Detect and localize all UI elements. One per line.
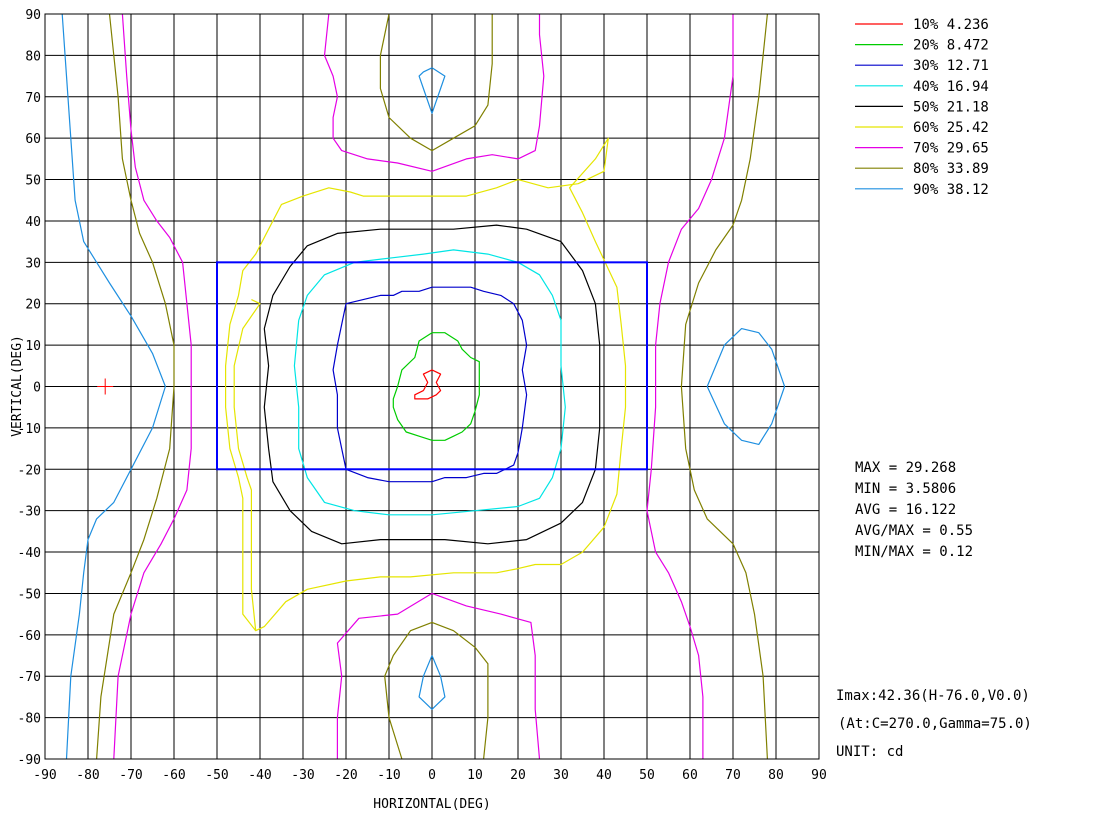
info-panel: Imax:42.36(H-76.0,V0.0) (At:C=270.0,Gamm… [836, 688, 1032, 760]
y-tick-label: -70 [18, 670, 41, 685]
y-tick-label: 0 [33, 381, 41, 396]
y-tick-label: 70 [25, 91, 41, 106]
y-tick-label: 20 [25, 298, 41, 313]
legend-label: 60% 25.42 [913, 120, 989, 136]
x-tick-label: -20 [334, 768, 357, 783]
unit-info: UNIT: cd [836, 744, 903, 760]
legend-label: 30% 12.71 [913, 58, 989, 74]
y-tick-label: -10 [18, 422, 41, 437]
y-tick-label: -20 [18, 463, 41, 478]
contour-line [379, 13, 493, 152]
chart-grid [44, 13, 820, 760]
x-tick-label: -60 [162, 768, 185, 783]
x-tick-label: 60 [682, 768, 698, 783]
imax-info: Imax:42.36(H-76.0,V0.0) [836, 688, 1030, 704]
y-tick-label: 40 [25, 215, 41, 230]
y-axis-title: VERTICAL(DEG) [10, 335, 25, 437]
x-tick-label: -10 [377, 768, 400, 783]
stat-min-max: MIN/MAX = 0.12 [855, 544, 973, 560]
x-tick-labels: -90 -80 -70 -60 -50 -40 -30 -20 -10 0 10 20 30 40 50 60… [33, 768, 827, 783]
legend: 10% 4.236 20% 8.472 30% 12.71 40% 16.94 50% … [855, 17, 989, 198]
stat-avg: AVG = 16.122 [855, 502, 956, 518]
x-tick-label: -50 [205, 768, 228, 783]
x-tick-label: 30 [553, 768, 569, 783]
legend-label: 50% 21.18 [913, 99, 989, 115]
contour-line [113, 13, 192, 760]
x-tick-label: 40 [596, 768, 612, 783]
y-tick-label: -60 [18, 629, 41, 644]
target-area-rectangle [216, 261, 648, 471]
y-tick-labels: -90 -80 -70 -60 -50 -40 -30 -20 -10 0 10 20 30 40 50 60… [18, 8, 41, 768]
contour-line [61, 13, 166, 760]
measurement-angle-info: (At:C=270.0,Gamma=75.0) [838, 716, 1032, 732]
contour-line [96, 13, 175, 760]
contour-line [646, 14, 734, 511]
contour-line [414, 369, 442, 400]
y-tick-label: 90 [25, 8, 41, 23]
legend-label: 10% 4.236 [913, 17, 989, 33]
y-tick-label: 50 [25, 174, 41, 189]
y-tick-label: 80 [25, 49, 41, 64]
contour-lines [61, 13, 786, 760]
plot-frame [44, 13, 820, 760]
contour-line [263, 224, 601, 545]
x-tick-label: -70 [119, 768, 142, 783]
contour-line [323, 13, 545, 172]
contour-line [225, 137, 627, 632]
stat-avg-max: AVG/MAX = 0.55 [855, 523, 973, 539]
x-tick-label: -40 [248, 768, 271, 783]
contour-line [680, 386, 768, 760]
x-tick-label: 70 [725, 768, 741, 783]
legend-label: 70% 29.65 [913, 141, 989, 157]
x-tick-label: -30 [291, 768, 314, 783]
stat-max: MAX = 29.268 [855, 460, 956, 476]
x-tick-label: 50 [639, 768, 655, 783]
y-tick-label: 10 [25, 339, 41, 354]
y-tick-label: -50 [18, 587, 41, 602]
x-tick-label: 90 [811, 768, 827, 783]
x-tick-label: 0 [428, 768, 436, 783]
x-tick-label: -90 [33, 768, 56, 783]
legend-label: 20% 8.472 [913, 38, 989, 54]
y-tick-label: -40 [18, 546, 41, 561]
contour-line [332, 286, 528, 483]
contour-line [418, 67, 446, 114]
contour-line [384, 621, 489, 760]
contour-line [336, 592, 541, 760]
x-tick-label: 20 [510, 768, 526, 783]
contour-line [706, 328, 786, 445]
statistics-panel: MAX = 29.268 MIN = 3.5806 AVG = 16.122 A… [855, 460, 973, 560]
legend-label: 90% 38.12 [913, 182, 989, 198]
x-tick-label: 80 [768, 768, 784, 783]
contour-line [680, 13, 768, 387]
y-tick-label: 60 [25, 132, 41, 147]
x-tick-label: 10 [467, 768, 483, 783]
y-tick-label: 30 [25, 256, 41, 271]
x-tick-label: -80 [76, 768, 99, 783]
y-tick-label: -90 [18, 753, 41, 768]
chart-overlays [97, 261, 648, 471]
y-tick-label: -30 [18, 505, 41, 520]
contour-line [418, 655, 446, 710]
stat-min: MIN = 3.5806 [855, 481, 956, 497]
y-tick-label: -80 [18, 712, 41, 727]
contour-line [392, 332, 480, 441]
x-axis-title: HORIZONTAL(DEG) [373, 797, 490, 812]
contour-line [293, 249, 566, 516]
contour-line [646, 510, 704, 759]
legend-label: 40% 16.94 [913, 79, 989, 95]
legend-label: 80% 33.89 [913, 161, 989, 177]
